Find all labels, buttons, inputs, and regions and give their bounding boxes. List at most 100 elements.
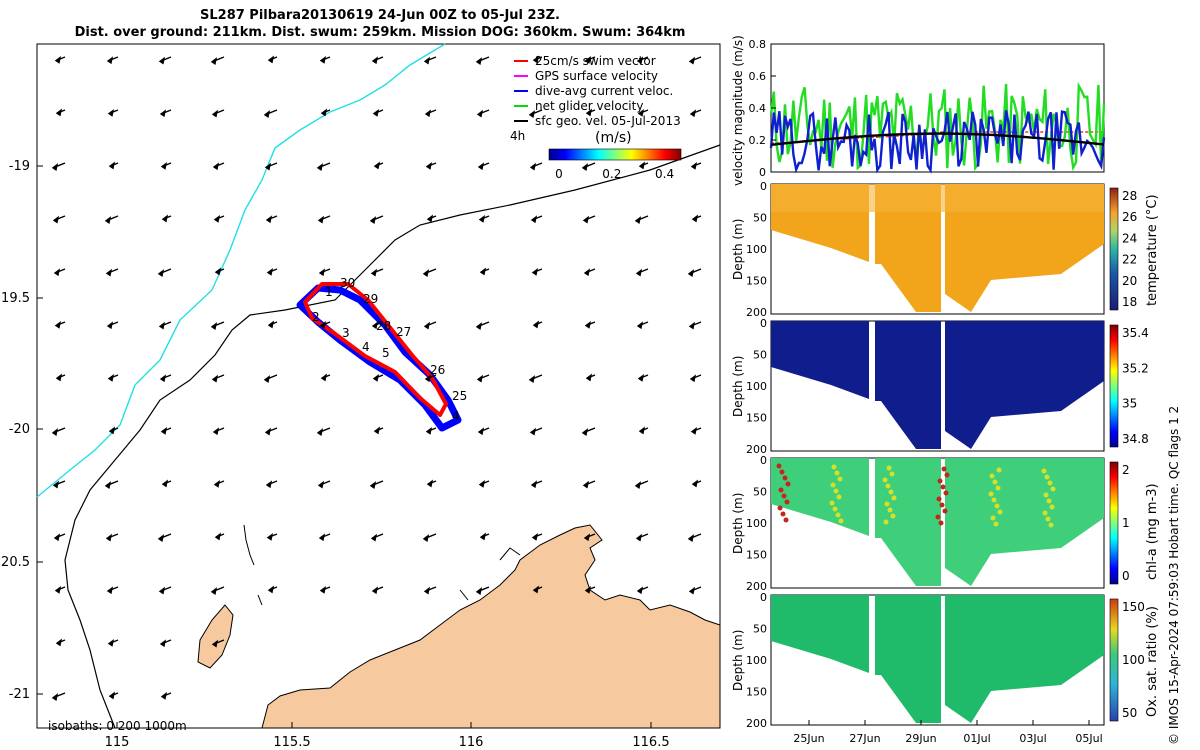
velocity-arrow xyxy=(160,161,172,170)
velocity-arrow xyxy=(55,108,66,117)
velocity-arrow xyxy=(371,56,384,65)
velocity-arrow xyxy=(688,586,702,595)
track-label: 4 xyxy=(452,409,460,423)
section-colorbar-tick-label: 2 xyxy=(1122,463,1130,477)
section-y-tick-label: 50 xyxy=(753,212,767,225)
section-colorbar-tick-label: 100 xyxy=(1122,653,1145,667)
track-label: 28 xyxy=(376,319,391,333)
velocity-y-axis: 0 0.2 0.4 0.6 0.8 xyxy=(749,38,776,179)
velocity-arrow xyxy=(583,268,596,277)
velocity-arrow xyxy=(690,161,702,170)
velocity-arrow xyxy=(159,374,172,383)
chl-sample-point xyxy=(995,485,1001,491)
legend-label: sfc geo. vel. 05-Jul-2013 xyxy=(535,114,681,128)
velocity-arrow xyxy=(636,56,649,65)
velocity-arrow xyxy=(477,162,490,171)
velocity-arrow xyxy=(369,215,384,224)
velocity-arrow xyxy=(52,215,66,224)
velocity-arrow xyxy=(689,374,702,383)
chl-sample-point xyxy=(780,511,786,517)
velocity-arrow xyxy=(584,585,596,594)
velocity-arrow xyxy=(478,214,490,223)
chl-sample-point xyxy=(1041,468,1047,474)
velocity-arrow xyxy=(638,426,649,435)
velocity-arrow xyxy=(529,427,543,436)
velocity-arrow xyxy=(691,479,702,488)
colorbar-tick-label: 0.4 xyxy=(655,167,674,181)
velocity-arrow xyxy=(424,109,437,118)
chl-sample-point xyxy=(833,488,839,494)
section-y-tick-label: 100 xyxy=(746,380,767,393)
section-colorbar-tick-label: 150 xyxy=(1122,600,1145,614)
velocity-y-tick-label: 0.8 xyxy=(749,38,767,51)
velocity-panel: 0 0.2 0.4 0.6 0.8 velocity magnitude (m/s) xyxy=(731,35,1106,186)
chl-sample-point xyxy=(1049,504,1055,510)
section-colorbar-tick-label: 35 xyxy=(1122,397,1137,411)
velocity-arrow xyxy=(107,373,119,382)
legend-label: net glider velocity xyxy=(535,99,643,113)
speed-colorbar xyxy=(548,148,682,161)
chl-sample-point xyxy=(784,499,790,505)
copyright-note: © IMOS 15-Apr-2024 07:59:03 Hobart time.… xyxy=(1167,405,1181,745)
section-y-tick-label: 150 xyxy=(746,412,767,425)
velocity-arrow xyxy=(263,109,278,118)
velocity-arrow xyxy=(212,162,225,171)
velocity-arrow xyxy=(532,585,543,594)
chl-sample-point xyxy=(785,481,791,487)
chl-sample-point xyxy=(941,466,947,472)
velocity-arrow xyxy=(476,109,490,118)
chl-sample-point xyxy=(937,478,943,484)
velocity-arrow xyxy=(158,586,172,595)
velocity-y-tick-label: 0 xyxy=(759,166,766,179)
chl-sample-point xyxy=(838,518,844,524)
track-label: 29 xyxy=(363,292,378,306)
velocity-arrow xyxy=(211,109,225,118)
section-colorbar xyxy=(1109,324,1119,448)
chl-sample-point xyxy=(779,469,785,475)
chl-sample-point xyxy=(888,489,894,495)
chl-sample-point xyxy=(993,521,999,527)
velocity-arrow xyxy=(104,480,119,489)
section-colorbar-tick-label: 18 xyxy=(1122,295,1137,309)
velocity-arrow xyxy=(478,479,490,488)
section-ylabel: Depth (m) xyxy=(731,630,745,691)
velocity-arrow xyxy=(55,373,66,382)
velocity-arrow xyxy=(51,692,66,701)
velocity-arrow xyxy=(585,108,596,117)
chl-sample-point xyxy=(783,517,789,523)
legend-item: net glider velocity xyxy=(514,99,643,113)
velocity-arrow xyxy=(51,162,66,171)
velocity-arrow xyxy=(159,109,172,118)
velocity-arrow xyxy=(637,108,649,117)
chl-sample-point xyxy=(990,515,996,521)
velocity-arrow xyxy=(265,215,278,224)
chl-sample-point xyxy=(940,484,946,490)
mainland-land xyxy=(261,524,721,729)
velocity-arrow xyxy=(51,427,66,436)
map-y-tick-label: -19 xyxy=(9,159,30,174)
legend-item: GPS surface velocity xyxy=(514,69,658,83)
chl-sample-point xyxy=(836,494,842,500)
section-y-tick-label: 50 xyxy=(753,486,767,499)
chl-sample-point xyxy=(781,493,787,499)
map-x-tick-label: 115 xyxy=(105,735,130,750)
velocity-arrow xyxy=(266,267,278,276)
chl-sample-point xyxy=(944,472,950,478)
velocity-arrow xyxy=(423,586,437,595)
section-colorbar xyxy=(1109,187,1119,311)
velocity-arrow xyxy=(319,585,331,594)
chl-sample-point xyxy=(1044,474,1050,480)
legend-item: sfc geo. vel. 05-Jul-2013 xyxy=(514,114,681,128)
chl-sample-point xyxy=(942,508,948,514)
surface-velocity-arrows xyxy=(51,55,702,701)
track-label: 30 xyxy=(340,276,355,290)
section-colorbar-tick-label: 26 xyxy=(1122,210,1137,224)
track-label: 5 xyxy=(382,346,390,360)
velocity-y-tick-label: 0.4 xyxy=(749,102,767,115)
section-y-tick-label: 100 xyxy=(746,654,767,667)
velocity-arrow xyxy=(213,479,225,488)
velocity-arrow xyxy=(585,373,596,382)
isobaths-label: isobaths: 0 200 1000m xyxy=(48,719,187,733)
